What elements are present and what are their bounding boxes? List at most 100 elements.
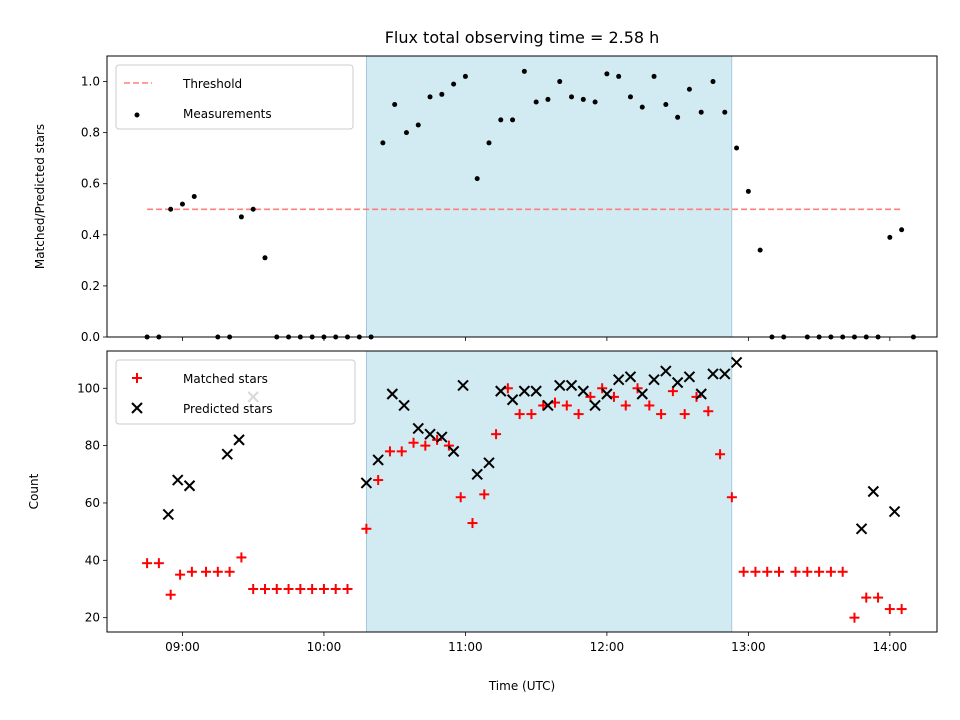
x-b [648,373,660,386]
matched-star-point [837,566,848,577]
y-tick-label: 0.6 [81,177,100,191]
x-b [386,388,399,400]
matched-star-point [679,409,690,420]
measurement-point [639,104,645,110]
matched-star-point [330,583,341,594]
legend: Threshold Measurements [115,64,354,130]
x-b [172,474,184,486]
x-tick-label: 14:00 [873,640,908,654]
matched-star-point [526,409,537,420]
y-axis-label: Matched/Predicted stars [33,124,47,269]
x-b [398,399,410,412]
legend-matched-swatch [132,373,142,383]
y-tick-label: 0.0 [81,330,100,344]
x-b [183,480,196,492]
x-b [707,368,719,380]
measurement-point [722,109,728,115]
measurement-point [569,94,575,100]
observing-window-shade [366,55,733,338]
matched-star-point [597,383,608,394]
predicted-star-point [867,485,880,498]
predicted-star-point [506,394,519,406]
x-b [530,385,542,397]
matched-star-point [691,391,702,402]
predicted-star-point [162,508,175,521]
matched-star-point [201,566,212,577]
series-matched-stars [142,383,907,623]
matched-star-point [443,440,454,451]
predicted-star-point [518,385,531,397]
axes-frame [106,350,938,633]
predicted-star-point [495,385,507,397]
measurement-point [757,247,763,253]
predicted-star-point [398,399,410,412]
matched-star-point [814,566,825,577]
x-b [495,385,507,397]
x-b [855,523,868,535]
count-panel: 20 40 60 80 100 09:00 10:00 11:00 12:00 13:00 14:0… [27,350,938,693]
x-b [162,508,175,521]
matched-star-point [248,583,259,594]
measurement-point [238,214,244,220]
y-axis-label: Count [27,473,41,509]
predicted-star-point [565,379,578,392]
x-b [412,422,424,435]
predicted-star-point [707,368,719,380]
legend-measurement-swatch [134,112,140,118]
matched-star-point [802,566,813,577]
y-tick-label: 20 [85,611,100,625]
predicted-star-point [183,480,196,492]
x-b [483,457,495,469]
x-b [636,388,648,400]
predicted-star-point [360,477,373,489]
matched-star-point [861,592,872,603]
measurement-point [462,73,468,79]
predicted-star-point [447,445,460,458]
y-tick-label: 60 [85,496,100,510]
matched-star-point [467,518,478,529]
x-b [436,431,448,443]
predicted-star-point [636,388,648,400]
legend: Matched stars Predicted stars [115,359,356,425]
matched-star-point [361,523,372,534]
y-tick-label: 80 [85,439,100,453]
x-b [554,379,566,392]
predicted-star-point [372,454,384,466]
measurement-point [627,94,633,100]
measurement-point [168,206,174,212]
predicted-star-point [483,457,495,469]
legend-box [115,359,356,425]
x-b [730,356,743,369]
y-tick-label: 0.8 [81,126,100,140]
matched-star-point [186,566,197,577]
matched-star-point [479,489,490,500]
measurement-point [533,99,539,105]
measurement-point [392,102,398,108]
measurement-point [486,140,492,146]
y-tick-label: 100 [77,381,100,395]
measurement-point [580,96,586,102]
measurement-point [734,145,740,151]
measurement-point [439,91,445,97]
predicted-star-point [412,422,424,435]
matched-star-point [849,612,860,623]
matched-star-point [212,566,223,577]
measurement-point [451,81,457,87]
x-b [589,399,601,412]
x-tick-label: 10:00 [307,640,342,654]
predicted-star-point [457,379,469,392]
matched-star-point [514,409,525,420]
measurement-point [415,122,421,128]
matched-star-point [420,440,431,451]
x-b [233,434,245,446]
predicted-star-point [589,399,601,412]
matched-star-point [271,583,282,594]
matched-star-point [726,492,737,503]
predicted-star-point [577,385,590,397]
matched-star-point [703,406,714,417]
measurement-point [545,96,551,102]
x-b [506,394,519,406]
observing-window-shade [366,350,733,633]
x-b [671,376,684,389]
